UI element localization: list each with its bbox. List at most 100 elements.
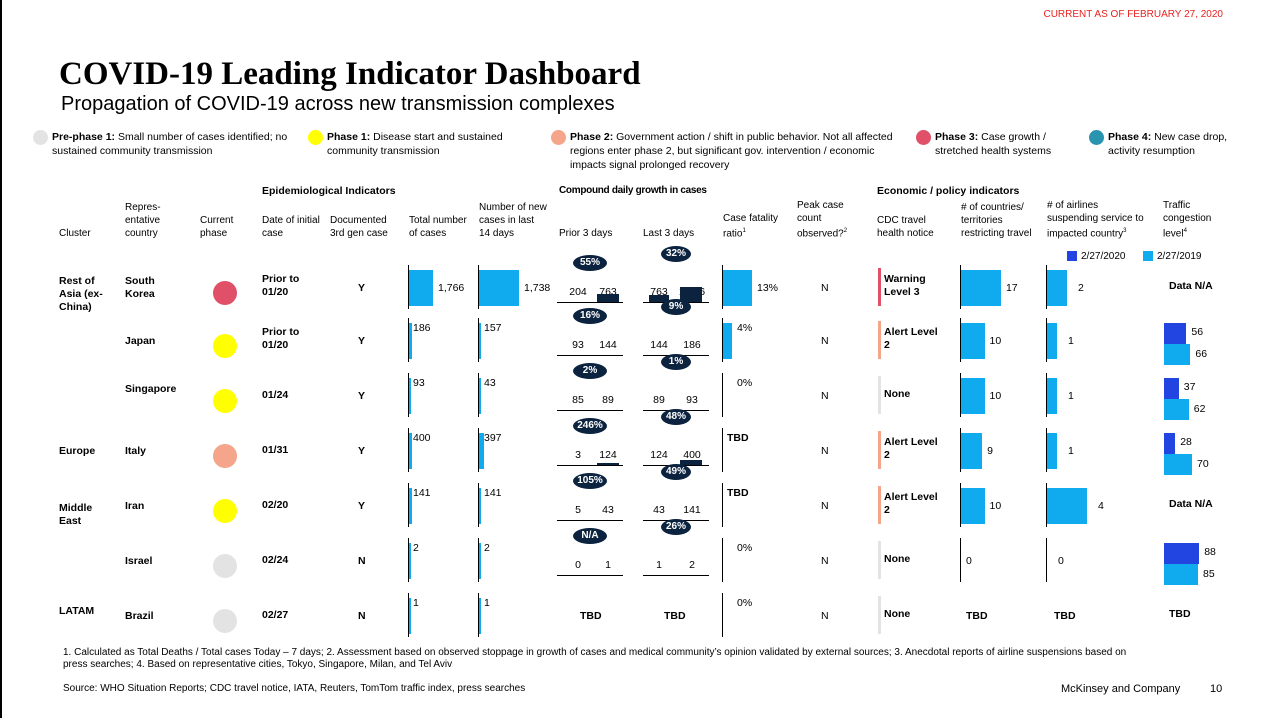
legend-dot-phase-4 [1089, 130, 1104, 145]
traffic-2020-value: 28 [1180, 436, 1192, 448]
new14-value: 141 [484, 487, 502, 499]
phase-indicator [213, 554, 237, 578]
legend-2020-label: 2/27/2020 [1081, 251, 1126, 262]
last-start-value: 43 [653, 504, 665, 516]
cluster-label: Rest of Asia (ex-China) [59, 275, 103, 313]
country-name: Brazil [125, 610, 154, 622]
header-doc-3rd-gen: Documented 3rd gen case [330, 200, 398, 240]
initial-case-date: 01/24 [262, 389, 289, 401]
new14-bar [479, 323, 481, 359]
page-subtitle: Propagation of COVID-19 across new trans… [61, 93, 615, 115]
total-value: 186 [413, 322, 431, 334]
prior-growth-pill: 246% [573, 418, 607, 434]
third-gen-case: Y [358, 282, 366, 294]
countries-axis [960, 373, 961, 417]
header-text: Last 3 days [643, 228, 695, 239]
cfr-bar [723, 270, 752, 306]
phase-indicator [213, 281, 237, 305]
traffic-text: Data N/A [1169, 498, 1213, 510]
initial-case-date: 02/27 [262, 609, 289, 621]
header-sup: 1 [742, 227, 746, 234]
airlines-value: 2 [1078, 282, 1084, 294]
airlines-axis [1046, 318, 1047, 362]
total-value: 1 [413, 597, 419, 609]
peak-observed: N [821, 555, 829, 567]
header-sup: 4 [1183, 227, 1187, 234]
countries-bar [961, 323, 985, 359]
current-as-of: CURRENT AS OF FEBRUARY 27, 2020 [1043, 9, 1223, 20]
country-name: Italy [125, 445, 147, 457]
traffic-2019-value: 85 [1203, 568, 1215, 580]
header-text: # of airlines suspending service to impa… [1047, 199, 1144, 239]
peak-observed: N [821, 500, 829, 512]
traffic-2019-bar [1164, 399, 1189, 420]
last-end-value: 141 [683, 504, 701, 516]
traffic-2020-value: 37 [1183, 381, 1196, 393]
cfr-value: 0% [737, 597, 753, 609]
traffic-2019-bar [1164, 454, 1192, 475]
total-axis [408, 593, 409, 637]
legend-bold: Phase 4: [1108, 131, 1152, 143]
total-bar [409, 488, 412, 524]
new14-value: 1,738 [524, 282, 551, 294]
countries-value: 17 [1005, 282, 1018, 294]
prior-start-value: 3 [575, 449, 581, 461]
cfr-axis [722, 483, 723, 527]
prior-bar [597, 463, 619, 465]
cdc-notice: Alert Level 2 [884, 491, 938, 516]
last-end-value: 400 [683, 449, 701, 461]
cfr-axis [722, 265, 723, 309]
country-name: Iran [125, 500, 145, 512]
legend-dot-phase-2 [551, 130, 566, 145]
total-bar [409, 598, 411, 634]
last-start-value: 1 [656, 559, 662, 571]
section-epidemiological: Epidemiological Indicators [262, 185, 396, 197]
header-text: Number of new cases in last 14 days [479, 202, 547, 239]
header-traffic: Traffic congestion level4 [1163, 200, 1233, 240]
source-note: Source: WHO Situation Reports; CDC trave… [63, 683, 526, 694]
header-new-14: Number of new cases in last 14 days [479, 200, 547, 240]
airlines-value: 4 [1098, 500, 1104, 512]
prior-end-value: 89 [602, 394, 614, 406]
peak-observed: N [821, 610, 829, 622]
cfr-axis [722, 318, 723, 362]
last-start-value: 144 [650, 339, 668, 351]
cfr-value: 0% [737, 542, 753, 554]
total-axis [408, 373, 409, 417]
header-sup: 3 [1123, 227, 1127, 234]
airlines-axis [1046, 265, 1047, 309]
phase-indicator [213, 444, 237, 468]
last-baseline [643, 575, 709, 576]
third-gen-case: N [358, 555, 366, 567]
prior-baseline [557, 410, 623, 411]
prior-start-value: 0 [575, 559, 581, 571]
prior-end-value: 43 [602, 504, 614, 516]
cdc-color-stripe [878, 376, 881, 414]
airlines-value: 0 [1058, 555, 1064, 567]
cfr-axis [722, 373, 723, 417]
prior-baseline [557, 302, 623, 303]
prior-baseline [557, 355, 623, 356]
header-text: Date of initial case [262, 215, 320, 239]
header-total: Total number of cases [409, 200, 467, 240]
total-value: 141 [413, 487, 431, 499]
phase-indicator [213, 609, 237, 633]
new14-axis [478, 373, 479, 417]
airlines-axis [1046, 483, 1047, 527]
prior-growth-pill: 16% [573, 308, 607, 324]
legend-2019-swatch [1143, 251, 1153, 261]
prior-end-value: 1 [605, 559, 611, 571]
traffic-2020-bar [1164, 323, 1187, 344]
total-bar [409, 378, 412, 414]
prior-growth-pill: 2% [573, 363, 607, 379]
traffic-text: Data N/A [1169, 280, 1213, 292]
header-text: Current phase [200, 215, 234, 239]
footnote: 1. Calculated as Total Deaths / Total ca… [63, 647, 1127, 670]
traffic-2019-bar [1164, 564, 1198, 585]
cdc-color-stripe [878, 541, 881, 579]
prior-start-value: 204 [569, 286, 587, 298]
page-number: 10 [1210, 683, 1223, 695]
last-bar [649, 295, 669, 302]
countries-bar [961, 270, 1001, 306]
prior-3-days-tbd: TBD [580, 610, 602, 622]
